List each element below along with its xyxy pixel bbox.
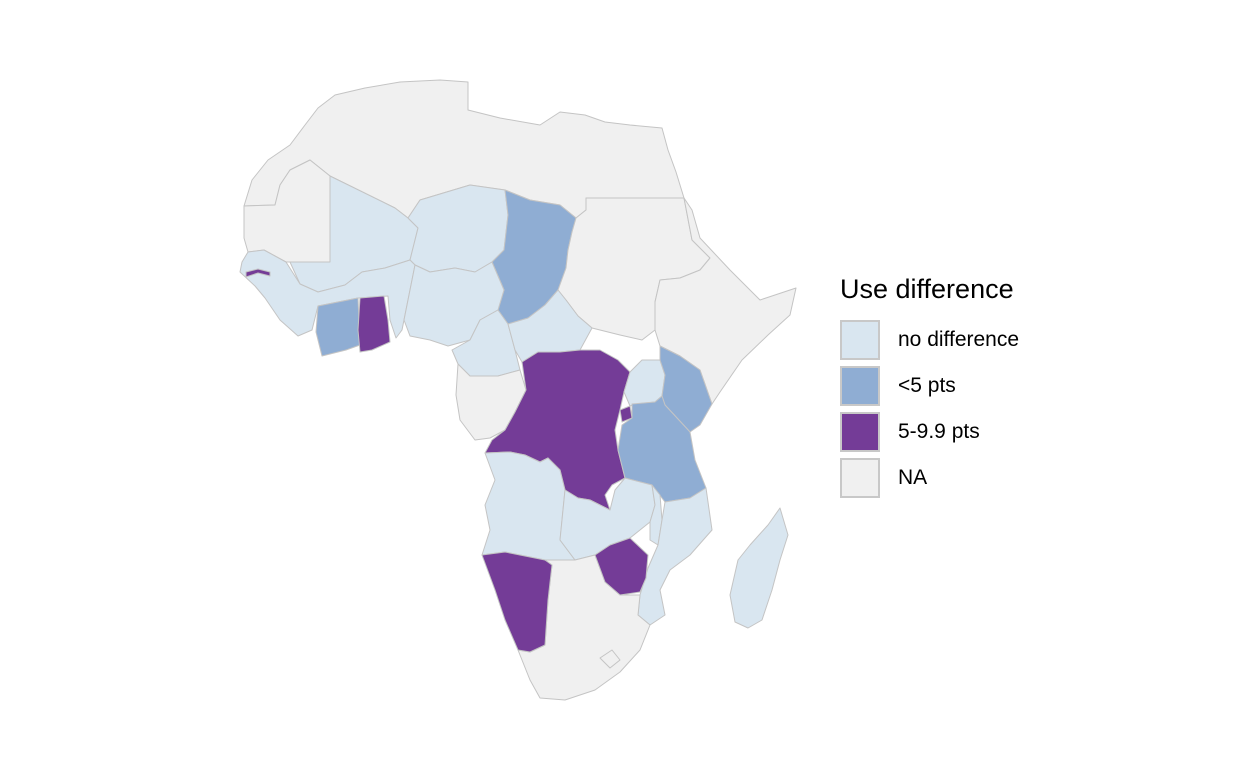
legend-item-na: NA [840,455,1019,501]
legend-label: no difference [898,328,1020,351]
legend-swatch [840,366,880,406]
region-cote-divoire [315,297,361,357]
region-lesotho [599,649,621,669]
legend-label: NA [898,466,928,489]
legend-label: 5-9.9 pts [898,420,980,443]
legend-swatch [840,412,880,452]
region-zimbabwe [594,537,649,596]
legend-title: Use difference [840,274,1014,304]
region-west-africa [239,249,416,339]
legend-swatch [840,458,880,498]
legend: Use difference no difference <5 pts 5-9.… [840,274,1019,501]
region-namibia [481,551,553,653]
legend-label: <5 pts [898,374,956,397]
region-mozambique [637,487,713,626]
legend-item-no-difference: no difference [840,317,1019,363]
region-ghana [357,295,391,353]
legend-item-5-9: 5-9.9 pts [840,409,1019,455]
region-madagascar [729,507,789,629]
region-gambia [245,268,271,278]
region-malawi [649,484,663,546]
legend-swatch [840,320,880,360]
legend-item-lt5: <5 pts [840,363,1019,409]
